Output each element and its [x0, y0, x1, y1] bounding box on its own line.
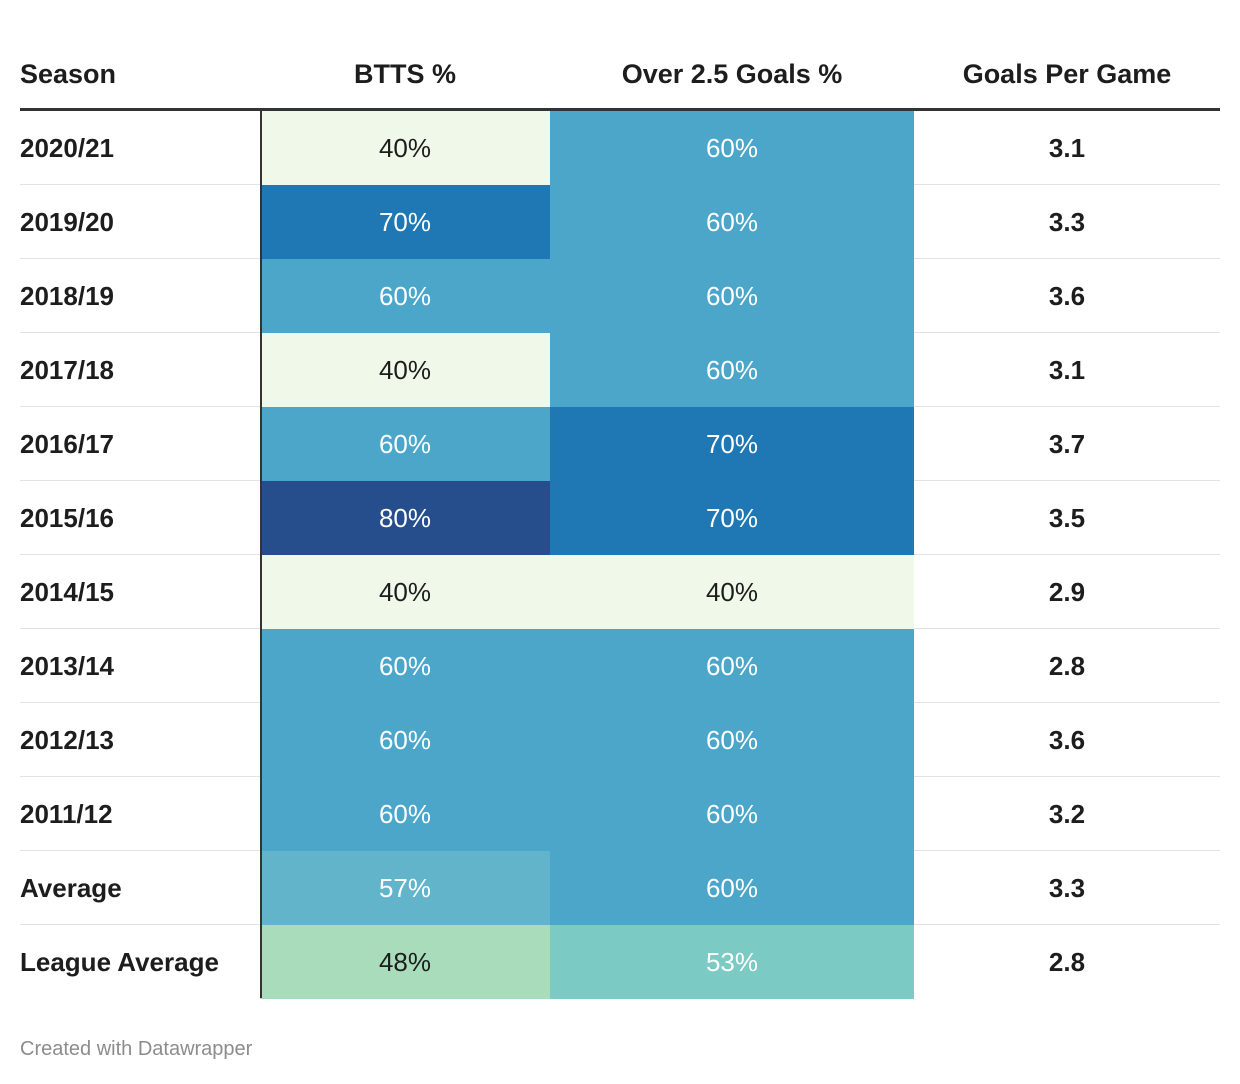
- over25-cell: 60%: [550, 185, 914, 259]
- table-row: 2018/19 60% 60% 3.6: [20, 259, 1220, 333]
- season-cell: 2018/19: [20, 281, 114, 311]
- table-row: 2020/21 40% 60% 3.1: [20, 111, 1220, 185]
- goals-per-game-cell: 3.6: [1048, 725, 1086, 755]
- over25-cell: 70%: [550, 407, 914, 481]
- btts-cell: 40%: [260, 333, 550, 407]
- goals-per-game-cell: 3.5: [1048, 503, 1086, 533]
- over25-cell: 53%: [550, 925, 914, 999]
- table-header: Season BTTS % Over 2.5 Goals % Goals Per…: [20, 36, 1220, 111]
- over25-cell: 60%: [550, 259, 914, 333]
- table-row: 2011/12 60% 60% 3.2: [20, 777, 1220, 851]
- goals-per-game-cell: 3.3: [1048, 207, 1086, 237]
- column-divider: [260, 111, 262, 998]
- table-row: 2016/17 60% 70% 3.7: [20, 407, 1220, 481]
- season-cell: League Average: [20, 947, 219, 977]
- header-season: Season: [20, 59, 117, 89]
- btts-cell: 60%: [260, 407, 550, 481]
- goals-per-game-cell: 3.7: [1048, 429, 1086, 459]
- btts-cell: 70%: [260, 185, 550, 259]
- btts-cell: 60%: [260, 703, 550, 777]
- btts-cell: 60%: [260, 259, 550, 333]
- season-cell: 2013/14: [20, 651, 114, 681]
- season-cell: Average: [20, 873, 122, 903]
- table-row: 2012/13 60% 60% 3.6: [20, 703, 1220, 777]
- over25-cell: 70%: [550, 481, 914, 555]
- goals-per-game-cell: 2.8: [1048, 651, 1086, 681]
- header-goals-per-game: Goals Per Game: [962, 59, 1172, 89]
- data-table: Season BTTS % Over 2.5 Goals % Goals Per…: [20, 36, 1220, 999]
- header-btts: BTTS %: [353, 59, 456, 89]
- season-cell: 2017/18: [20, 355, 114, 385]
- header-over25: Over 2.5 Goals %: [621, 59, 843, 89]
- over25-cell: 60%: [550, 703, 914, 777]
- table-row: 2013/14 60% 60% 2.8: [20, 629, 1220, 703]
- btts-cell: 80%: [260, 481, 550, 555]
- table-row: 2015/16 80% 70% 3.5: [20, 481, 1220, 555]
- season-cell: 2015/16: [20, 503, 114, 533]
- season-cell: 2020/21: [20, 133, 114, 163]
- over25-cell: 60%: [550, 629, 914, 703]
- table-row: 2017/18 40% 60% 3.1: [20, 333, 1220, 407]
- goals-per-game-cell: 2.8: [1048, 947, 1086, 977]
- season-cell: 2019/20: [20, 207, 114, 237]
- over25-cell: 60%: [550, 777, 914, 851]
- goals-per-game-cell: 3.3: [1048, 873, 1086, 903]
- btts-cell: 60%: [260, 777, 550, 851]
- table-body: 2020/21 40% 60% 3.1 2019/20 70% 60% 3.3 2018/19 6…: [20, 111, 1220, 999]
- table-row: 2019/20 70% 60% 3.3: [20, 185, 1220, 259]
- btts-cell: 40%: [260, 111, 550, 185]
- over25-cell: 40%: [550, 555, 914, 629]
- season-cell: 2016/17: [20, 429, 114, 459]
- season-cell: 2011/12: [20, 799, 113, 829]
- over25-cell: 60%: [550, 333, 914, 407]
- btts-cell: 48%: [260, 925, 550, 999]
- btts-cell: 57%: [260, 851, 550, 925]
- goals-per-game-cell: 2.9: [1048, 577, 1086, 607]
- table-row: Average 57% 60% 3.3: [20, 851, 1220, 925]
- btts-cell: 60%: [260, 629, 550, 703]
- goals-per-game-cell: 3.1: [1048, 355, 1086, 385]
- table-row: League Average 48% 53% 2.8: [20, 925, 1220, 999]
- goals-per-game-cell: 3.6: [1048, 281, 1086, 311]
- goals-per-game-cell: 3.1: [1048, 133, 1086, 163]
- goals-per-game-cell: 3.2: [1048, 799, 1086, 829]
- table-row: 2014/15 40% 40% 2.9: [20, 555, 1220, 629]
- btts-cell: 40%: [260, 555, 550, 629]
- season-cell: 2012/13: [20, 725, 114, 755]
- season-cell: 2014/15: [20, 577, 114, 607]
- over25-cell: 60%: [550, 111, 914, 185]
- footer-credit: Created with Datawrapper: [20, 1038, 253, 1060]
- over25-cell: 60%: [550, 851, 914, 925]
